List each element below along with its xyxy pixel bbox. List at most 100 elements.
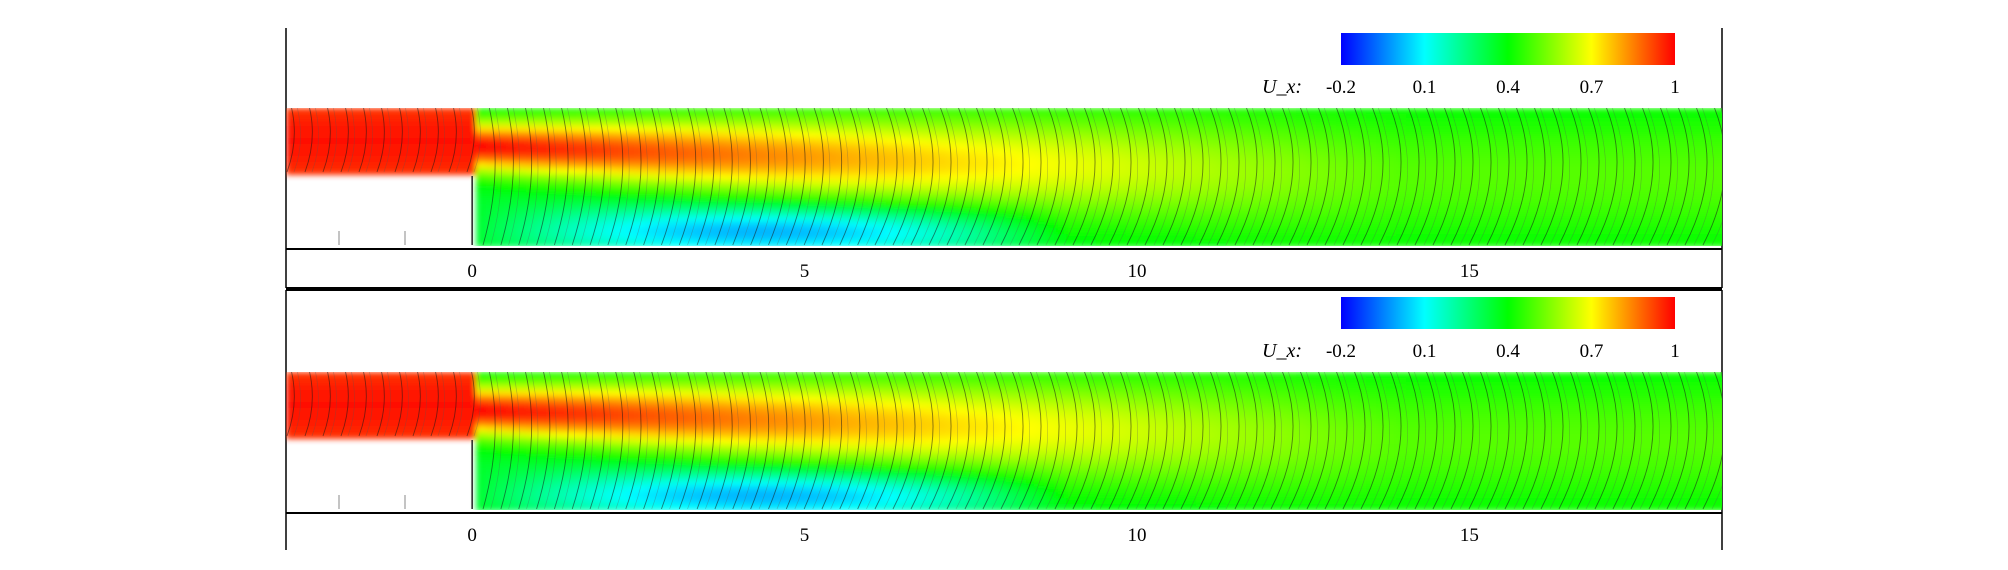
- velocity-vector: [1063, 108, 1084, 246]
- panel-top: 0 5 10 15 U_x: -0.2 0.1 0.4 0.7 1: [285, 28, 1723, 288]
- velocity-vector: [625, 108, 642, 246]
- velocity-vector: [1702, 108, 1722, 246]
- colorbar-swatch: [1341, 297, 1675, 329]
- velocity-vector: [544, 108, 557, 246]
- velocity-vector: [1711, 108, 1722, 246]
- velocity-vector: [750, 372, 770, 510]
- velocity-vector: [696, 372, 715, 510]
- velocity-vector: [1450, 108, 1474, 246]
- velocity-vector: [785, 372, 806, 510]
- velocity-vector: [1459, 108, 1480, 246]
- velocity-vector: [1144, 108, 1168, 246]
- colorbar-tick-label: 1: [1670, 77, 1680, 98]
- velocity-vector: [687, 108, 703, 246]
- colorbar-tick-label: 1: [1670, 341, 1680, 362]
- velocity-vector: [1342, 372, 1366, 510]
- velocity-vector: [830, 108, 849, 246]
- velocity-vector: [1459, 372, 1480, 510]
- velocity-vector: [714, 372, 733, 510]
- velocity-vector: [1405, 372, 1426, 510]
- velocity-vector: [883, 372, 904, 510]
- x-tick-label: 5: [800, 261, 810, 282]
- colorbar-label: U_x:: [1262, 76, 1302, 98]
- velocity-vector: [473, 108, 481, 173]
- velocity-vector: [678, 108, 697, 246]
- velocity-vector: [1306, 108, 1330, 246]
- velocity-vector: [758, 108, 776, 246]
- velocity-vector: [304, 108, 313, 173]
- velocity-vector: [561, 108, 575, 246]
- velocity-vector: [857, 108, 879, 246]
- velocity-vector: [1549, 108, 1570, 246]
- velocity-vector: [991, 372, 1012, 510]
- x-tick-label: 10: [1127, 261, 1146, 282]
- velocity-vector: [1324, 108, 1348, 246]
- velocity-vector: [991, 108, 1012, 246]
- velocity-vector: [1009, 108, 1030, 246]
- velocity-vector: [1351, 372, 1372, 510]
- velocity-vector: [482, 372, 496, 510]
- x-tick-label: 0: [467, 261, 477, 282]
- velocity-vector: [982, 108, 1006, 246]
- velocity-vector: [490, 372, 502, 510]
- velocity-vector: [910, 108, 934, 246]
- velocity-vector: [473, 372, 481, 437]
- velocity-vector: [1558, 372, 1582, 510]
- velocity-vectors: [286, 372, 1722, 510]
- velocity-vector: [311, 108, 319, 173]
- velocity-vector: [1036, 108, 1060, 246]
- velocity-vector: [466, 372, 475, 437]
- velocity-vector: [661, 372, 678, 510]
- colorbar-tick-label: 0.4: [1496, 341, 1520, 362]
- velocity-vector: [705, 372, 721, 510]
- velocity-vector: [1153, 372, 1174, 510]
- velocity-vector: [1207, 372, 1228, 510]
- velocity-vector: [955, 108, 976, 246]
- velocity-vector: [669, 108, 685, 246]
- velocity-vector: [1072, 372, 1096, 510]
- velocity-vector: [633, 372, 648, 510]
- velocity-vector: [812, 372, 831, 510]
- colorbar-tick-label: 0.4: [1496, 77, 1520, 98]
- velocity-vector: [322, 372, 331, 437]
- velocity-vector: [1594, 108, 1618, 246]
- velocity-vector: [1441, 372, 1462, 510]
- velocity-vector: [536, 108, 551, 246]
- velocity-vector: [437, 372, 445, 437]
- velocity-vector: [1054, 108, 1078, 246]
- velocity-vector: [1090, 108, 1114, 246]
- velocity-vector: [1216, 108, 1240, 246]
- colorbar-label: U_x:: [1262, 340, 1302, 362]
- velocity-vector: [874, 372, 898, 510]
- velocity-vector: [1684, 108, 1708, 246]
- velocity-vector: [1468, 372, 1492, 510]
- velocity-vector: [1369, 108, 1390, 246]
- velocity-vector: [892, 372, 916, 510]
- velocity-vector: [401, 372, 409, 437]
- velocity-vector: [579, 108, 594, 246]
- velocity-vector: [1333, 372, 1354, 510]
- velocity-vector: [1360, 372, 1384, 510]
- velocity-vector: [1288, 108, 1312, 246]
- velocity-vector: [1018, 372, 1042, 510]
- velocity-vector: [821, 108, 843, 246]
- velocity-vector: [705, 108, 721, 246]
- velocity-vector: [768, 372, 788, 510]
- x-tick-label: 15: [1460, 525, 1479, 546]
- velocity-vector: [830, 372, 849, 510]
- velocity-vector: [1009, 372, 1030, 510]
- velocity-vector: [412, 108, 421, 173]
- colorbar-tick-label: -0.2: [1326, 77, 1356, 98]
- velocity-vector: [358, 108, 367, 173]
- velocity-vector: [508, 372, 521, 510]
- velocity-vector: [1297, 108, 1318, 246]
- velocity-vector: [1270, 108, 1294, 246]
- velocity-vector: [401, 108, 409, 173]
- colorbar-tick-label: 0.7: [1580, 341, 1604, 362]
- velocity-vector: [758, 372, 776, 510]
- velocity-vector: [1315, 372, 1336, 510]
- velocity-vector: [1225, 372, 1246, 510]
- velocity-vector: [1504, 108, 1528, 246]
- velocity-vector: [768, 108, 788, 246]
- velocity-vector: [1405, 108, 1426, 246]
